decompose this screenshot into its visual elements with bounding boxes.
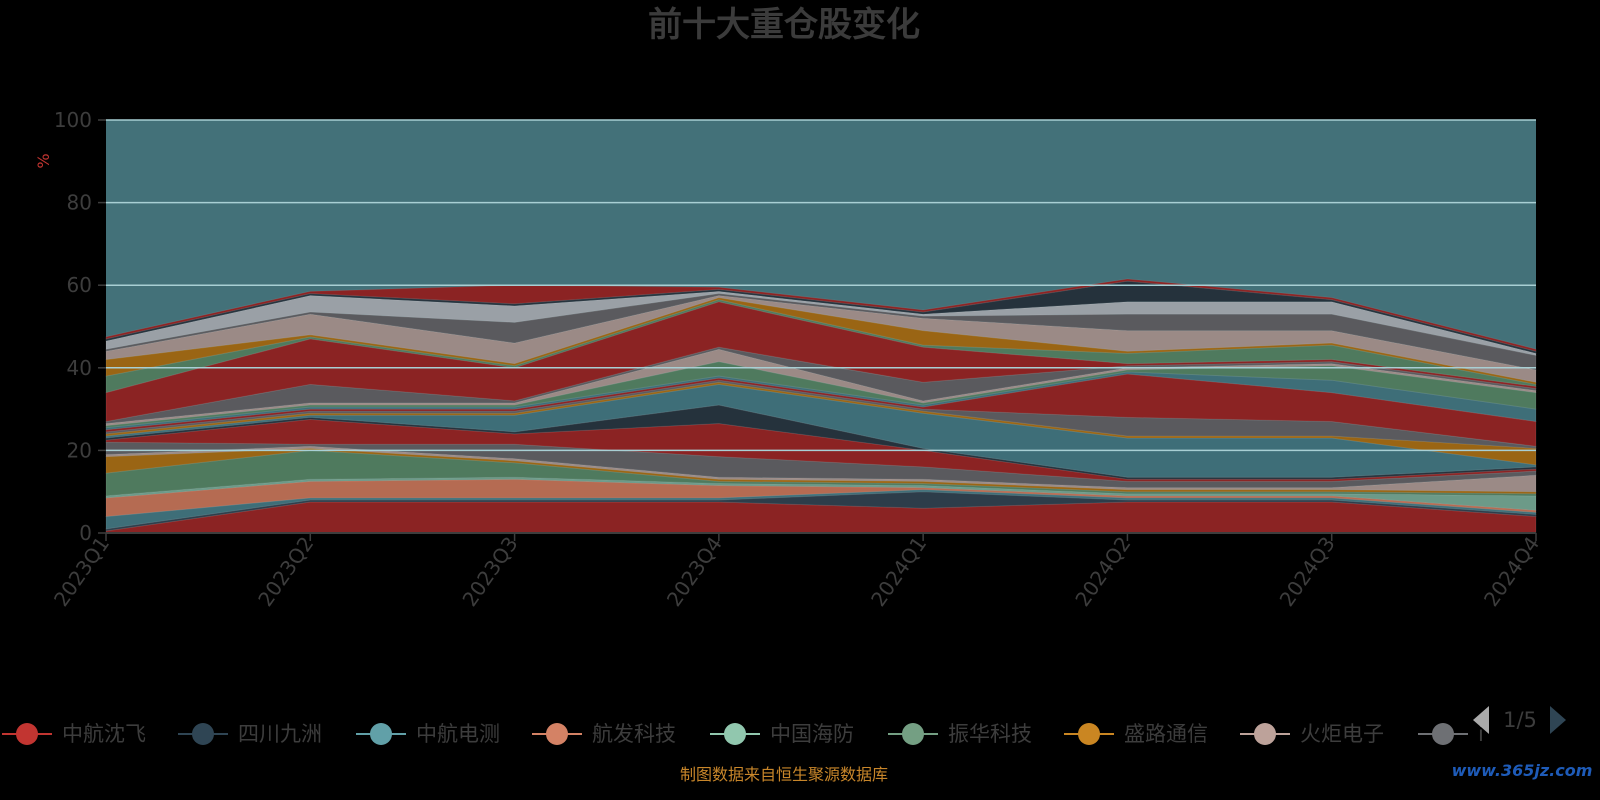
area-series-9 [105,441,1537,489]
legend-label: 中航电测 [416,722,500,746]
x-tick-label: 2024Q1 [866,532,931,611]
legend-circle-icon [1432,723,1454,745]
plot-area [105,120,1537,534]
area-series-26 [105,280,1537,354]
x-tick-label: 2024Q2 [1070,532,1135,611]
y-axis-unit: % [34,153,53,168]
x-tick-label: 2023Q2 [253,532,318,611]
legend-circle-icon [902,723,924,745]
y-tick-label: 40 [67,356,92,380]
data-source-credit: 制图数据来自恒生聚源数据库 [680,765,888,784]
area-series-27 [105,278,1537,352]
legend-circle-icon [724,723,746,745]
legend-prev-arrow-icon[interactable] [1473,706,1489,734]
legend-label: 中国海防 [770,722,854,746]
y-tick-label: 20 [67,438,92,462]
legend-label: 四川九洲 [238,722,322,746]
area-series-25 [105,290,1537,357]
y-tick-label: 60 [67,273,92,297]
area-series-1 [105,501,1537,534]
legend-item[interactable]: 四川九洲 [178,722,322,746]
area-series-7 [105,447,1537,495]
chart-title: 前十大重仓股变化 [648,5,920,45]
legend-circle-icon [192,723,214,745]
legend-item[interactable]: 中航电测 [356,722,500,746]
x-axis: 2023Q1 2023Q2 2023Q3 2023Q4 2024Q1 2024Q2 2024… [49,532,1544,611]
legend-pager: 1/5 [1473,706,1566,734]
legend-circle-icon [1254,723,1276,745]
area-series-6 [105,449,1537,497]
legend-item[interactable]: 中国海防 [710,722,854,746]
legend-label: i [1478,722,1484,746]
legend-item[interactable]: i [1418,722,1484,746]
y-tick-label: 100 [54,108,92,132]
legend-item[interactable]: 中航沈飞 [2,722,146,746]
x-tick-label: 2024Q4 [1479,532,1544,611]
x-tick-label: 2023Q3 [457,532,522,611]
legend-circle-icon [546,723,568,745]
legend-label: 振华科技 [948,722,1032,746]
legend-circle-icon [1078,723,1100,745]
legend-item[interactable]: 航发科技 [532,722,676,746]
legend-label: 火炬电子 [1300,722,1384,746]
grid-lines [106,119,1536,534]
legend-next-arrow-icon[interactable] [1550,706,1566,734]
x-tick-label: 2024Q3 [1275,532,1340,611]
legend-label: 中航沈飞 [62,722,146,746]
area-series-4 [105,478,1537,518]
area-series-8 [105,445,1537,493]
legend-item[interactable]: 振华科技 [888,722,1032,746]
legend-circle-icon [16,723,38,745]
legend-label: 航发科技 [592,722,676,746]
legend-label: 盛路通信 [1124,722,1208,746]
legend: 中航沈飞 四川九洲 中航电测 航发科技 中国海防 振华科技 盛路通信 火炬电子 i [2,722,1484,746]
y-tick-label: 80 [67,191,92,215]
legend-page-indicator: 1/5 [1503,708,1537,732]
legend-circle-icon [370,723,392,745]
legend-item[interactable]: 盛路通信 [1064,722,1208,746]
y-tick-label: 0 [79,521,92,545]
x-tick-label: 2023Q4 [662,532,727,611]
y-axis: 0 20 40 60 80 100 [54,108,106,545]
site-watermark: www.365jz.com [1452,761,1593,780]
legend-item[interactable]: 火炬电子 [1240,722,1384,746]
